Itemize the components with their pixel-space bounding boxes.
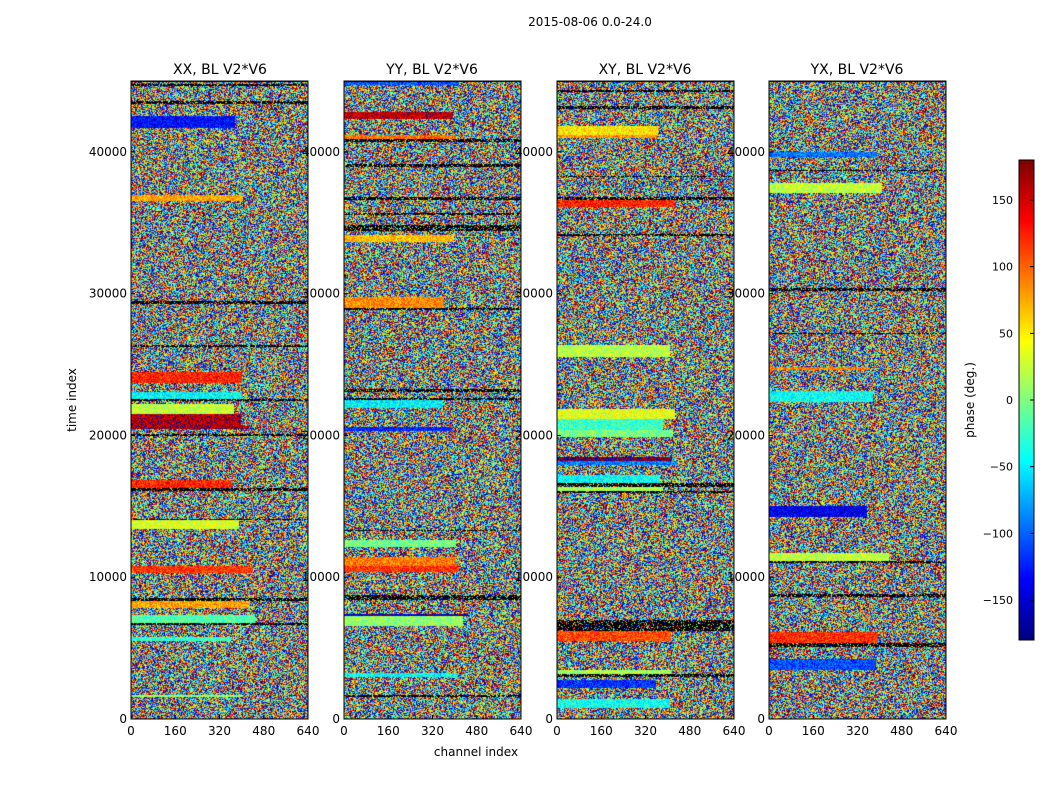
y-tick-label: 30000 (727, 287, 765, 301)
panel-xy: XY, BL V2*V6 (599, 62, 692, 78)
x-tick-label: 480 (252, 724, 275, 738)
y-tick-label: 10000 (515, 570, 553, 584)
y-tick-label: 10000 (302, 570, 340, 584)
y-tick-label: 40000 (89, 145, 127, 159)
y-tick-label: 0 (119, 712, 127, 726)
x-tick-label: 480 (678, 724, 701, 738)
x-tick-label: 320 (846, 724, 869, 738)
x-tick-label: 320 (208, 724, 231, 738)
x-tick-label: 160 (802, 724, 825, 738)
y-tick-label: 40000 (302, 145, 340, 159)
x-tick-label: 640 (935, 724, 958, 738)
y-tick-label: 20000 (515, 428, 553, 442)
colorbar-tick-label: 150 (992, 194, 1013, 207)
heatmap-image-xy (557, 81, 734, 719)
figure-suptitle: 2015-08-06 0.0-24.0 (528, 15, 652, 29)
x-tick-label: 640 (723, 724, 746, 738)
y-tick-label: 30000 (302, 287, 340, 301)
panel-xx: XX, BL V2*V6 (173, 62, 267, 78)
y-tick-label: 40000 (515, 145, 553, 159)
y-tick-label: 20000 (302, 428, 340, 442)
colorbar-tick-label: 0 (1006, 394, 1013, 407)
y-axis-label: time index (65, 368, 79, 432)
panel-yy: YY, BL V2*V6 (385, 62, 478, 78)
panel-title-yx: YX, BL V2*V6 (810, 62, 904, 78)
x-tick-label: 480 (890, 724, 913, 738)
x-tick-label: 0 (127, 724, 135, 738)
colorbar-tick-label: −150 (983, 594, 1013, 607)
x-tick-label: 160 (164, 724, 187, 738)
x-axis-label: channel index (434, 745, 518, 759)
y-tick-label: 0 (545, 712, 553, 726)
x-tick-label: 0 (765, 724, 773, 738)
x-tick-label: 320 (421, 724, 444, 738)
y-tick-label: 30000 (515, 287, 553, 301)
x-tick-label: 640 (510, 724, 533, 738)
panel-title-xx: XX, BL V2*V6 (173, 62, 267, 78)
colorbar-tick-label: −100 (983, 527, 1013, 540)
panel-title-yy: YY, BL V2*V6 (385, 62, 478, 78)
colorbar-tick-label: 100 (992, 261, 1013, 274)
x-tick-label: 160 (377, 724, 400, 738)
panel-yx: YX, BL V2*V6 (810, 62, 904, 78)
y-tick-label: 20000 (727, 428, 765, 442)
colorbar-gradient (1019, 160, 1034, 640)
colorbar-tick-label: −50 (990, 461, 1013, 474)
x-tick-label: 0 (553, 724, 561, 738)
colorbar-label: phase (deg.) (963, 362, 977, 438)
heatmap-image-xx (131, 81, 308, 719)
y-tick-label: 0 (757, 712, 765, 726)
x-tick-label: 320 (634, 724, 657, 738)
heatmap-image-yy (344, 81, 521, 719)
panel-title-xy: XY, BL V2*V6 (599, 62, 692, 78)
x-tick-label: 0 (340, 724, 348, 738)
y-tick-label: 10000 (89, 570, 127, 584)
y-tick-label: 30000 (89, 287, 127, 301)
x-tick-label: 640 (297, 724, 320, 738)
y-tick-label: 20000 (89, 428, 127, 442)
y-tick-label: 10000 (727, 570, 765, 584)
heatmap-image-yx (769, 81, 946, 719)
colorbar-tick-label: 50 (999, 327, 1013, 340)
x-tick-label: 160 (590, 724, 613, 738)
y-tick-label: 40000 (727, 145, 765, 159)
x-tick-label: 480 (465, 724, 488, 738)
y-tick-label: 0 (332, 712, 340, 726)
